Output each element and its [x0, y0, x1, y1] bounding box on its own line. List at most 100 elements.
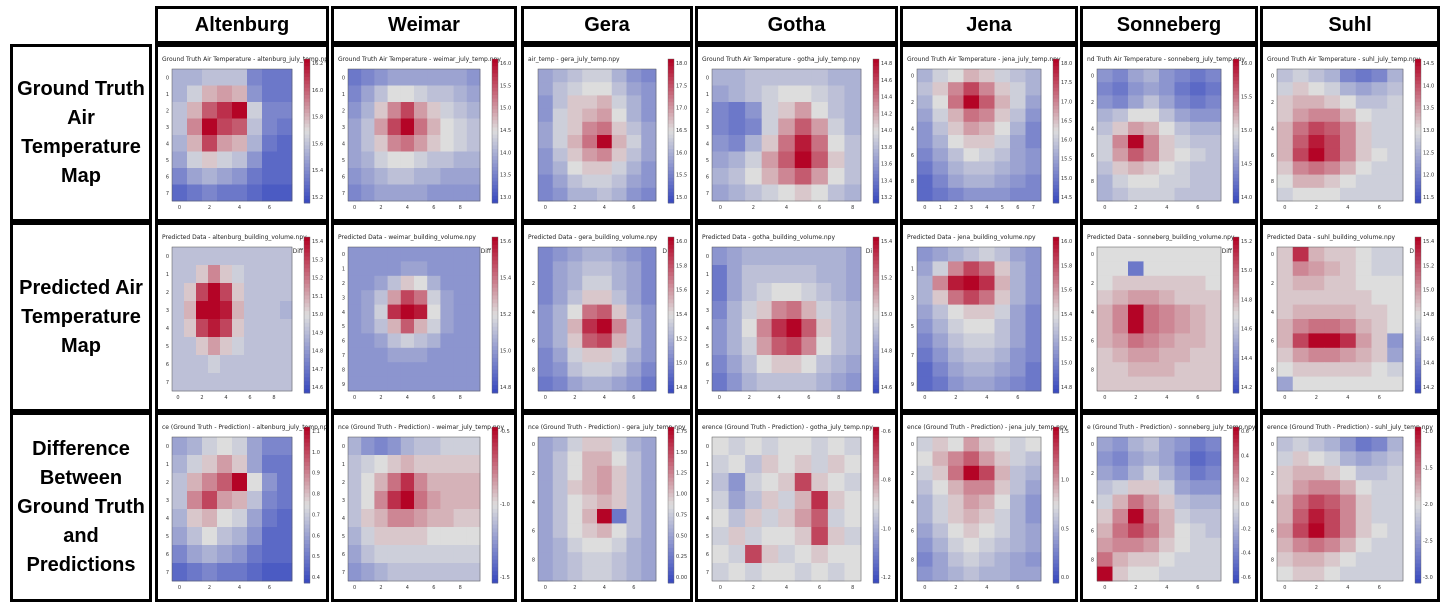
heatmap-cell	[1205, 108, 1222, 123]
colorbar-segment	[1053, 516, 1059, 521]
heatmap-cell	[1112, 304, 1129, 320]
heatmap-cell	[917, 261, 933, 277]
colorbar-segment	[1233, 547, 1239, 553]
heatmap-cell	[348, 118, 362, 136]
colorbar-segment	[668, 195, 674, 200]
heatmap-cell	[277, 527, 293, 546]
colorbar-tick-label: 14.6	[881, 78, 892, 84]
colorbar-segment	[1233, 551, 1239, 557]
heatmap-cell	[712, 247, 728, 266]
heatmap-cell	[712, 151, 729, 169]
colorbar-segment	[873, 512, 879, 518]
heatmap-cell	[1387, 480, 1404, 495]
heatmap-cell	[187, 491, 203, 510]
heatmap-cell	[400, 85, 415, 103]
heatmap-cell	[761, 545, 779, 564]
heatmap-panel-gotha-row2: Predicted Data - gotha_building_volume.n…	[695, 222, 898, 412]
colorbar-segment	[1053, 170, 1059, 175]
x-tick-label: 2	[379, 395, 382, 401]
colorbar-segment	[1053, 77, 1059, 81]
heatmap-cell	[582, 261, 598, 277]
colorbar-segment	[873, 466, 879, 471]
colorbar-segment	[1233, 163, 1239, 168]
heatmap-cell	[979, 376, 995, 392]
heatmap-cell	[1292, 333, 1309, 349]
colorbar-tick-label: 0.4	[312, 575, 320, 581]
colorbar-segment	[668, 544, 674, 549]
heatmap-cell	[1010, 523, 1026, 539]
heatmap-cell	[611, 95, 627, 109]
heatmap-cell	[712, 455, 729, 474]
heatmap-cell	[1340, 108, 1357, 123]
heatmap-cell	[1174, 135, 1191, 149]
colorbar-segment	[873, 469, 879, 475]
heatmap-cell	[538, 108, 554, 123]
colorbar-segment	[304, 291, 310, 296]
heatmap-cell	[1340, 566, 1357, 582]
heatmap-cell	[1340, 95, 1357, 109]
colorbar-segment	[304, 156, 310, 161]
colorbar-segment	[1233, 87, 1239, 92]
colorbar-segment	[668, 346, 674, 351]
colorbar-tick-label: 0.9	[312, 471, 320, 477]
colorbar-segment	[873, 438, 879, 443]
colorbar-tick-label: 14.8	[312, 349, 323, 355]
heatmap-cell	[597, 161, 613, 175]
row-header-line: Ground Truth	[17, 78, 145, 100]
x-tick-label: 2	[379, 585, 382, 591]
heatmap-cell	[1143, 135, 1160, 149]
colorbar-segment	[1053, 469, 1059, 475]
heatmap-cell	[567, 480, 583, 495]
heatmap-cell	[247, 473, 263, 492]
heatmap-cell	[1143, 480, 1160, 495]
heatmap-cell	[1292, 108, 1309, 123]
heatmap-cell	[1128, 333, 1144, 349]
heatmap-cell	[374, 290, 388, 305]
heatmap-cell	[1159, 494, 1175, 510]
heatmap-cell	[811, 69, 829, 86]
colorbar-segment	[1415, 167, 1421, 171]
heatmap-cell	[453, 261, 468, 277]
colorbar-segment	[492, 311, 498, 316]
colorbar-segment	[304, 303, 310, 308]
colorbar-segment	[873, 571, 879, 576]
heatmap-cell	[1159, 261, 1175, 277]
x-tick-label: 6	[807, 395, 810, 401]
colorbar-segment	[304, 454, 310, 459]
heatmap-cell	[387, 135, 402, 152]
heatmap-cell	[712, 265, 728, 284]
heatmap-cell	[979, 290, 995, 305]
heatmap-cell	[268, 247, 281, 266]
colorbar-tick-label: 15.4	[1423, 239, 1434, 245]
plot-frame	[1096, 436, 1222, 582]
heatmap-cell	[1205, 451, 1222, 467]
heatmap-cell	[1128, 347, 1144, 363]
heatmap-cell	[761, 102, 779, 119]
heatmap-cell	[1143, 347, 1160, 363]
heatmap-cell	[466, 563, 481, 582]
heatmap-cell	[1340, 161, 1357, 175]
colorbar-label: D	[662, 248, 667, 255]
heatmap-cell	[1159, 247, 1175, 262]
heatmap-cell	[1112, 451, 1129, 467]
heatmap-cell	[453, 491, 468, 510]
heatmap-cell	[611, 347, 627, 363]
heatmap-cell	[256, 355, 269, 374]
colorbar-segment	[492, 354, 498, 359]
heatmap-cell	[361, 509, 375, 528]
heatmap-cell	[552, 82, 568, 96]
heatmap-cell	[1340, 135, 1357, 149]
heatmap-cell	[948, 108, 964, 123]
colorbar-segment	[668, 430, 674, 436]
heatmap-cell	[1190, 333, 1206, 349]
heatmap-cell	[1355, 304, 1372, 320]
heatmap-cell	[641, 451, 657, 467]
heatmap-cell	[816, 319, 832, 338]
heatmap-cell	[361, 247, 375, 262]
colorbar-segment	[1053, 473, 1059, 479]
heatmap-cell	[611, 261, 627, 277]
heatmap-cell	[1205, 333, 1222, 349]
heatmap-cell	[1308, 247, 1325, 262]
heatmap-cell	[1174, 333, 1191, 349]
heatmap-cell	[778, 168, 796, 185]
